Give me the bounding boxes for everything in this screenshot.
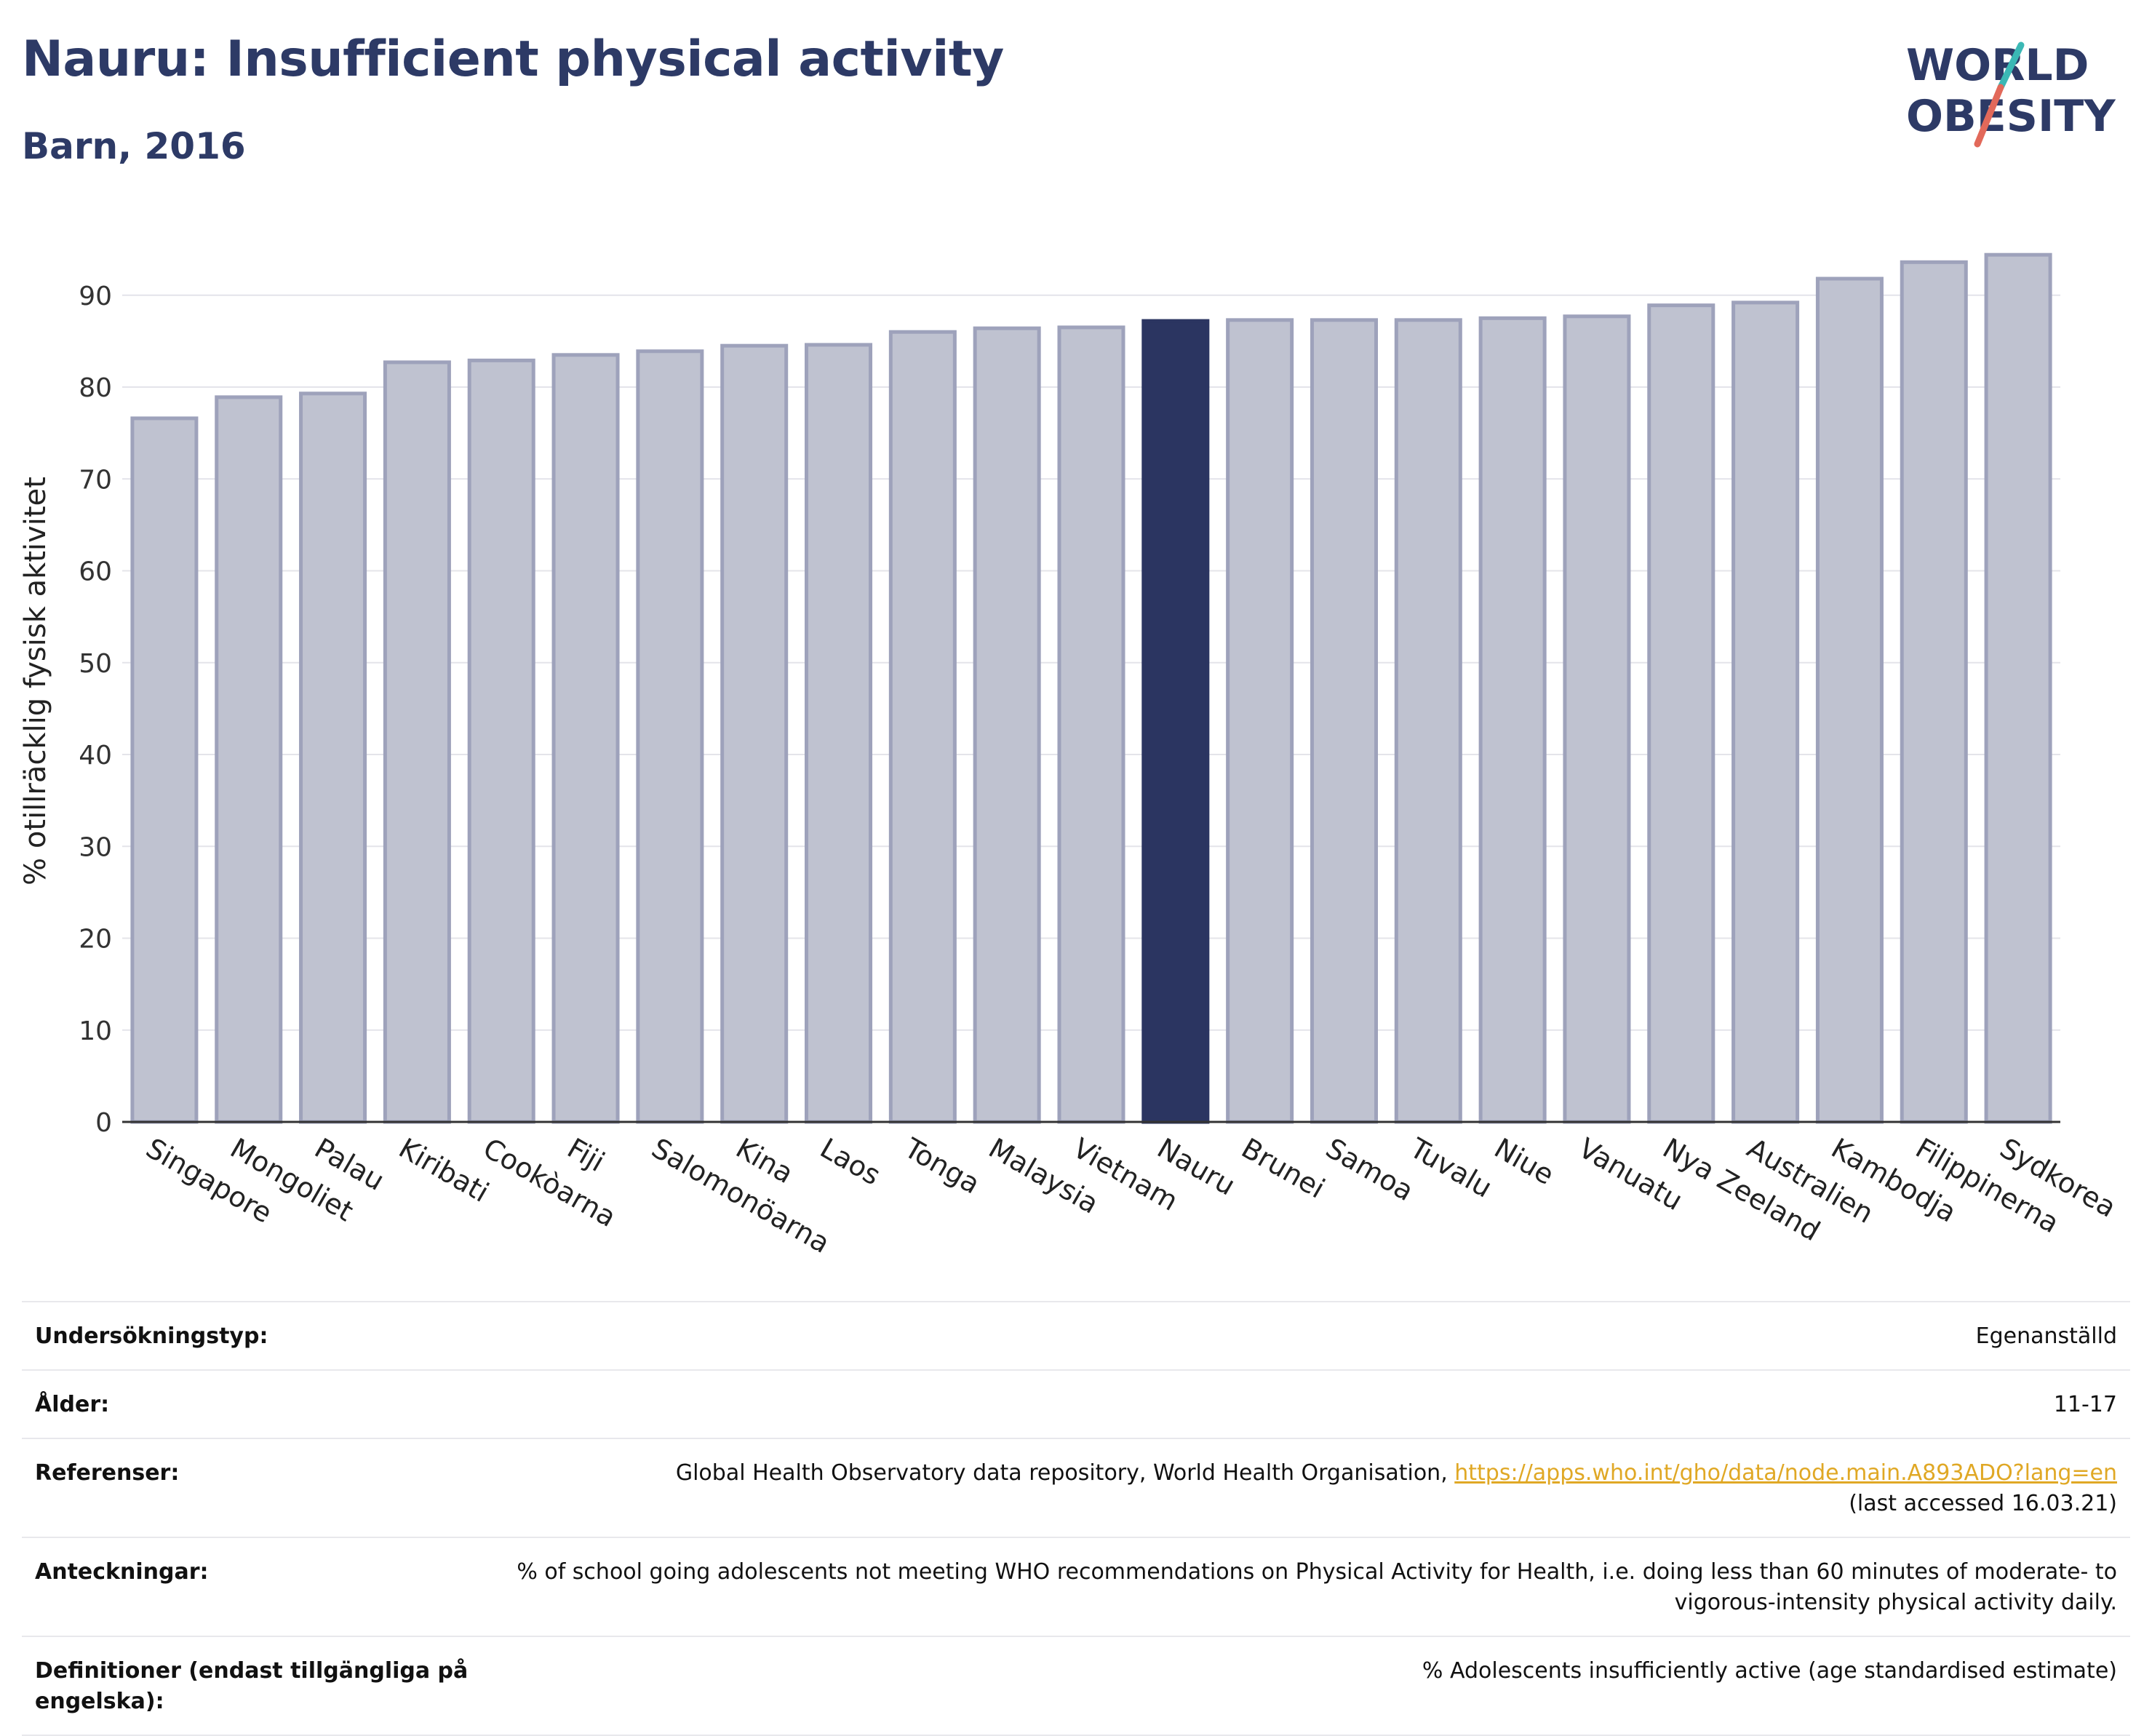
info-table: Undersökningstyp: Egenanställd Ålder: 11…: [22, 1301, 2130, 1736]
y-ticks: 0 10 20 30 40 50 60 70 80 90: [79, 282, 112, 1138]
bar: [1900, 260, 1968, 1124]
info-key: Referenser:: [35, 1460, 180, 1486]
info-row-survey-type: Undersökningstyp: Egenanställd: [22, 1301, 2130, 1369]
logo-line2: OBESITY: [1906, 91, 2116, 142]
y-tick-label: 40: [79, 741, 112, 771]
bar: [299, 391, 367, 1124]
bar: [1984, 252, 2052, 1124]
info-key: Undersökningstyp:: [35, 1323, 268, 1349]
bar: [1647, 303, 1715, 1124]
x-category-label: Kiribati: [394, 1132, 495, 1209]
bar: [1310, 318, 1378, 1124]
y-tick-label: 60: [79, 557, 112, 587]
x-category-label: Brunei: [1236, 1132, 1330, 1205]
info-value: Egenanställd: [1975, 1323, 2117, 1349]
info-value: % Adolescents insufficiently active (age…: [1422, 1658, 2117, 1684]
bar: [636, 349, 704, 1124]
bar: [1563, 314, 1631, 1124]
info-row-definitions: Definitioner (endast tillgängliga på eng…: [22, 1636, 2130, 1736]
logo-slash-bottom: [1974, 84, 2004, 148]
bar: [1815, 276, 1884, 1124]
y-tick-label: 20: [79, 925, 112, 955]
world-obesity-logo: WORLD OBESITY: [1906, 40, 2116, 148]
bar: [1478, 316, 1547, 1124]
bars-layer: [130, 252, 2052, 1124]
info-key: Anteckningar:: [35, 1559, 209, 1585]
bar: [973, 326, 1041, 1124]
bar: [383, 360, 451, 1124]
x-category-label: Tonga: [898, 1131, 985, 1200]
y-axis-title: % otillräcklig fysisk aktivitet: [19, 477, 52, 885]
bar: [1394, 318, 1462, 1124]
bar: [551, 353, 620, 1124]
page-title: Nauru: Insufficient physical activity: [22, 31, 1004, 88]
y-tick-label: 50: [79, 649, 112, 679]
x-category-label: Samoa: [1320, 1132, 1419, 1208]
x-category-label: Tuvalu: [1404, 1131, 1497, 1204]
info-row-age: Ålder: 11-17: [22, 1369, 2130, 1438]
info-value: 11-17: [2053, 1392, 2117, 1417]
logo-slash-top: [1997, 41, 2025, 91]
info-row-references: Referenser: Global Health Observatory da…: [22, 1438, 2130, 1537]
info-row-notes: Anteckningar: % of school going adolesce…: [22, 1537, 2130, 1636]
y-tick-label: 30: [79, 832, 112, 862]
logo-line1: WORLD: [1906, 40, 2089, 91]
bar: [130, 416, 199, 1124]
bar-chart: 0 10 20 30 40 50 60 70 80 90 SingaporeMongolietPa…: [19, 252, 2121, 1259]
info-value: Global Health Observatory data repositor…: [517, 1458, 2117, 1519]
bar: [888, 330, 957, 1124]
bar: [467, 358, 535, 1124]
y-tick-label: 10: [79, 1016, 112, 1046]
y-tick-label: 80: [79, 373, 112, 403]
reference-text: Global Health Observatory data repositor…: [675, 1460, 1455, 1486]
reference-link[interactable]: https://apps.who.int/gho/data/node.main.…: [1454, 1460, 2117, 1486]
bar: [720, 343, 789, 1124]
bar: [1057, 325, 1125, 1124]
bar: [1226, 318, 1294, 1124]
info-value: % of school going adolescents not meetin…: [517, 1559, 2117, 1615]
bar: [215, 395, 283, 1124]
x-category-label: Niue: [1489, 1132, 1560, 1191]
bar-highlight: [1141, 319, 1210, 1124]
info-key: Ålder:: [35, 1392, 110, 1417]
reference-accessed: (last accessed 16.03.21): [1849, 1491, 2117, 1516]
x-category-label: Fiji: [562, 1132, 610, 1178]
bar: [1731, 300, 1800, 1124]
y-tick-label: 0: [95, 1108, 112, 1138]
bar: [805, 343, 873, 1124]
page-subtitle: Barn, 2016: [22, 125, 246, 167]
y-tick-label: 90: [79, 282, 112, 311]
y-tick-label: 70: [79, 465, 112, 495]
info-key: Definitioner (endast tillgängliga på eng…: [35, 1658, 469, 1714]
x-category-label: Laos: [815, 1132, 886, 1192]
